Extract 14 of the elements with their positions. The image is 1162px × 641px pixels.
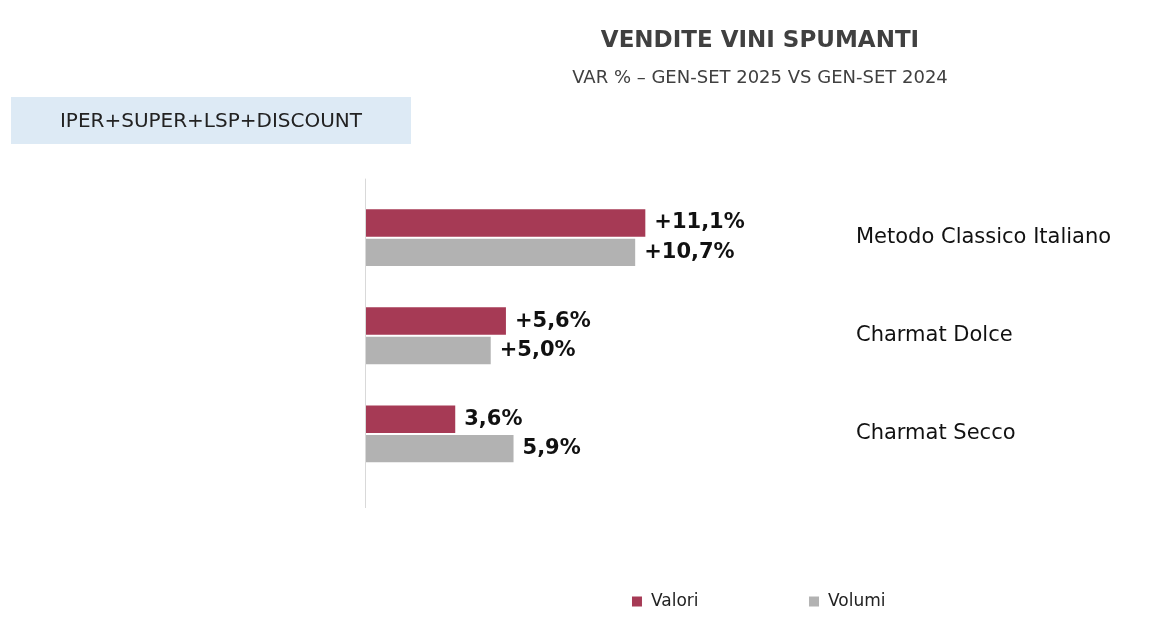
- legend-label: Valori: [650, 589, 699, 610]
- y-tick-label: Charmat Secco: [856, 420, 1016, 445]
- y-tick-label: Charmat Dolce: [856, 322, 1013, 347]
- data-label: 5,9%: [522, 435, 581, 460]
- text: VENDITE VINI SPUMANTI: [599, 26, 921, 52]
- text: IPER+SUPER+LSP+DISCOUNT: [11, 97, 411, 144]
- data-label: +5,0%: [499, 336, 576, 361]
- data-label: +5,6%: [514, 307, 591, 332]
- y-tick-label: Metodo Classico Italiano: [856, 224, 1112, 249]
- legend-label: Volumi: [828, 589, 886, 610]
- data-label: +10,7%: [644, 238, 735, 263]
- text: VAR % – GEN-SET 2025 VS GEN-SET 2024: [571, 66, 949, 87]
- data-label: +11,1%: [654, 209, 745, 234]
- data-label: 3,6%: [464, 405, 523, 430]
